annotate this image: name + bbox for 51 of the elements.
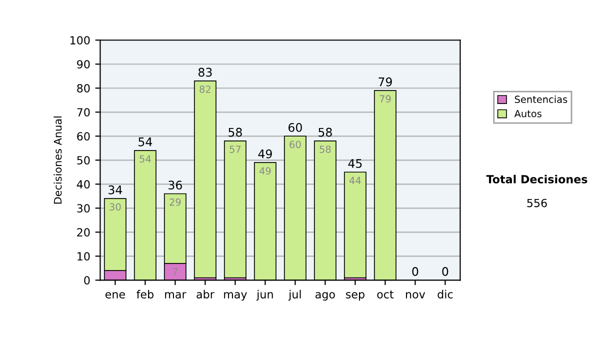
data-label: 29 xyxy=(170,198,181,206)
total-label: 34 xyxy=(108,185,122,194)
total-label: 49 xyxy=(258,149,272,158)
legend-label: Autos xyxy=(514,110,542,118)
text: 556 xyxy=(527,198,547,208)
x-tick-label: ene xyxy=(105,292,125,298)
total-label: 79 xyxy=(378,77,392,86)
x-tick-label: sep xyxy=(346,292,364,301)
data-label: 54 xyxy=(140,155,151,163)
y-tick-label: 90 xyxy=(77,60,90,69)
data-label: 7 xyxy=(172,268,178,276)
x-tick-label: abr xyxy=(196,290,214,298)
y-tick-label: 20 xyxy=(77,228,90,237)
x-tick-label: mar xyxy=(165,292,186,298)
data-label: 30 xyxy=(110,203,121,211)
legend-label: Sentencias xyxy=(514,95,568,104)
x-tick-label: oct xyxy=(377,290,394,298)
data-label: 49 xyxy=(259,167,271,175)
y-tick-label: 0 xyxy=(84,276,90,285)
total-label: 45 xyxy=(348,159,362,168)
x-tick-label: jul xyxy=(288,290,301,301)
y-tick-label: 80 xyxy=(77,84,90,93)
y-tick-label: 40 xyxy=(76,180,90,189)
x-tick-label: jun xyxy=(256,290,273,301)
total-label: 83 xyxy=(198,68,212,77)
total-label: 58 xyxy=(228,128,242,137)
y-tick-label: 10 xyxy=(78,252,90,261)
x-tick-label: ago xyxy=(316,292,335,301)
total-label: 58 xyxy=(318,128,332,137)
total-label: 54 xyxy=(138,138,152,146)
x-tick-label: may xyxy=(224,292,247,301)
total-label: 0 xyxy=(412,267,418,276)
y-axis-title: Decisiones Anual xyxy=(54,116,62,204)
y-tick-label: 60 xyxy=(77,132,90,141)
data-label: 82 xyxy=(200,86,210,93)
x-tick-label: dic xyxy=(438,290,453,298)
data-label: 60 xyxy=(290,140,301,148)
text: Total Decisiones xyxy=(486,174,588,184)
data-label: 58 xyxy=(320,146,331,153)
total-label: 0 xyxy=(442,267,448,276)
data-label: 79 xyxy=(380,95,391,103)
total-label: 60 xyxy=(288,123,302,132)
y-tick-label: 50 xyxy=(77,156,90,165)
x-tick-label: feb xyxy=(136,290,154,298)
y-tick-label: 30 xyxy=(77,204,90,213)
total-label: 36 xyxy=(168,180,182,190)
y-tick-label: 100 xyxy=(70,36,90,44)
data-label: 44 xyxy=(349,176,361,184)
x-tick-label: nov xyxy=(406,292,426,298)
y-tick-label: 70 xyxy=(77,108,90,117)
data-label: 57 xyxy=(230,146,241,153)
